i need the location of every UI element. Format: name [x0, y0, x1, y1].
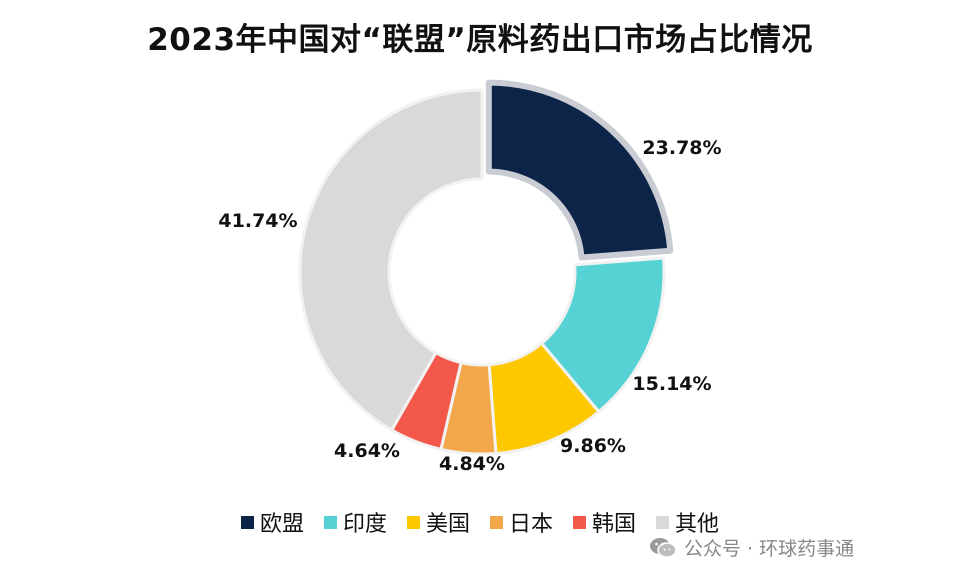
chart-title: 2023年中国对“联盟”原料药出口市场占比情况: [147, 22, 813, 58]
wechat-icon: [650, 537, 677, 558]
legend-swatch: [656, 515, 670, 529]
chart-legend: 欧盟 印度 美国 日本 韩国 其他: [0, 506, 960, 538]
legend-label: 印度: [342, 512, 387, 537]
legend-swatch: [323, 515, 337, 529]
legend-label: 韩国: [592, 512, 637, 537]
legend-label: 美国: [425, 512, 470, 537]
legend-swatch: [406, 515, 420, 529]
slice-欧盟: [485, 79, 674, 261]
slice-label-韩国: 4.64%: [334, 440, 400, 462]
legend-item-欧盟: 欧盟: [240, 506, 304, 538]
chart-slices: [298, 79, 674, 456]
legend-item-韩国: 韩国: [573, 506, 636, 538]
legend-swatch: [240, 515, 254, 529]
legend-swatch: [573, 515, 587, 529]
watermark-text: 公众号 · 环球药事通: [684, 538, 855, 560]
legend-item-日本: 日本: [490, 506, 553, 538]
legend-item-其他: 其他: [656, 506, 719, 538]
slice-label-日本: 4.84%: [439, 453, 505, 475]
slice-其他: [298, 88, 484, 432]
legend-label: 欧盟: [259, 512, 304, 537]
watermark: 公众号 · 环球药事通: [648, 534, 854, 561]
chart-labels: 23.78% 15.14% 9.86% 4.84% 4.64% 41.74%: [218, 137, 721, 475]
legend-item-美国: 美国: [406, 506, 470, 538]
slice-label-欧盟: 23.78%: [642, 137, 721, 159]
legend-swatch: [490, 515, 503, 529]
slice-label-其他: 41.74%: [218, 210, 297, 232]
slice-label-印度: 15.14%: [632, 373, 711, 395]
legend-label: 其他: [675, 512, 720, 537]
slice-label-美国: 9.86%: [560, 435, 626, 457]
legend-label: 日本: [509, 512, 554, 537]
legend-item-印度: 印度: [323, 506, 387, 538]
